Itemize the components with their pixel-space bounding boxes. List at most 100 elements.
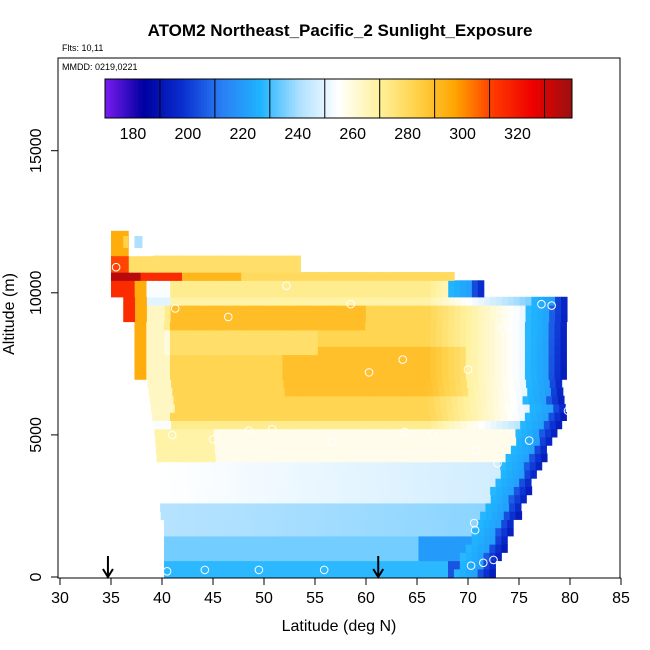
- heatmap-cell: [421, 395, 429, 405]
- colorbar-segment: [563, 79, 568, 118]
- heatmap-cell: [374, 395, 382, 405]
- heatmap-cell: [381, 403, 389, 413]
- heatmap-cell: [548, 370, 556, 380]
- heatmap-cell: [418, 354, 425, 364]
- heatmap-cell: [530, 346, 538, 356]
- heatmap-cell: [240, 329, 248, 339]
- heatmap-cell: [471, 329, 479, 339]
- heatmap-cell: [294, 313, 302, 323]
- heatmap-cell: [424, 288, 432, 298]
- heatmap-cell: [359, 313, 367, 323]
- heatmap-cell: [223, 362, 230, 372]
- heatmap-cell: [349, 502, 356, 512]
- heatmap-cell: [489, 544, 496, 553]
- heatmap-cell: [353, 544, 360, 553]
- heatmap-cell: [379, 387, 386, 397]
- heatmap-cell: [246, 346, 254, 356]
- heatmap-cell: [158, 313, 166, 323]
- heatmap-cell: [463, 395, 470, 405]
- heatmap-cell: [187, 412, 195, 421]
- heatmap-cell: [305, 469, 313, 479]
- heatmap-cell: [229, 362, 236, 372]
- heatmap-cell: [407, 494, 415, 504]
- heatmap-cell: [531, 379, 539, 389]
- heatmap-cell: [159, 420, 166, 430]
- heatmap-cell: [246, 519, 254, 529]
- colorbar-tick-label: 240: [284, 126, 311, 143]
- heatmap-cell: [347, 544, 354, 553]
- heatmap-cell: [483, 337, 491, 347]
- heatmap-cell: [406, 535, 414, 545]
- heatmap-cell: [262, 395, 269, 405]
- heatmap-cell: [426, 387, 434, 397]
- heatmap-cell: [517, 453, 524, 463]
- colorbar-segment: [261, 79, 265, 118]
- colorbar-segment: [382, 79, 386, 118]
- heatmap-cell: [465, 280, 473, 290]
- heatmap-cell: [152, 354, 159, 364]
- heatmap-cell: [264, 568, 272, 578]
- colorbar-segment: [124, 79, 128, 118]
- heatmap-cell: [477, 552, 485, 562]
- colorbar-tick-label: 300: [449, 126, 476, 143]
- y-tick-label: 10000: [28, 270, 45, 315]
- heatmap-cell: [366, 494, 374, 504]
- heatmap-cell: [243, 428, 250, 438]
- heatmap-cell: [134, 263, 142, 273]
- heatmap-cell: [377, 305, 385, 314]
- heatmap-cell: [217, 296, 225, 306]
- heatmap-cell: [122, 263, 130, 273]
- heatmap-cell: [263, 403, 270, 413]
- heatmap-cell: [135, 296, 142, 306]
- colorbar-segment: [272, 79, 276, 118]
- heatmap-cell: [227, 453, 234, 463]
- heatmap-cell: [335, 346, 343, 356]
- heatmap-cell: [304, 453, 311, 463]
- heatmap-cell: [331, 494, 338, 504]
- heatmap-cell: [365, 486, 373, 496]
- heatmap-cell: [311, 412, 319, 421]
- heatmap-cell: [291, 436, 298, 446]
- heatmap-cell: [205, 346, 212, 356]
- heatmap-cell: [399, 453, 406, 463]
- heatmap-cell: [495, 544, 502, 553]
- heatmap-cell: [175, 412, 183, 421]
- heatmap-cell: [359, 412, 366, 421]
- heatmap-cell: [259, 296, 266, 306]
- heatmap-cell: [152, 280, 159, 290]
- heatmap-cell: [459, 535, 467, 545]
- heatmap-cell: [317, 370, 325, 380]
- colorbar-segment: [456, 79, 460, 118]
- colorbar-segment: [209, 79, 213, 118]
- heatmap-cell: [524, 370, 532, 380]
- heatmap-cell: [484, 494, 492, 504]
- heatmap-cell: [246, 337, 254, 347]
- heatmap-cell: [490, 313, 497, 323]
- heatmap-cell: [514, 502, 522, 512]
- heatmap-cell: [257, 403, 265, 413]
- heatmap-cell: [270, 535, 278, 545]
- heatmap-cell: [491, 511, 499, 520]
- heatmap-cell: [390, 379, 397, 389]
- heatmap-cell: [401, 420, 409, 430]
- heatmap-cell: [192, 461, 200, 471]
- heatmap-cell: [184, 428, 191, 438]
- heatmap-cell: [388, 469, 395, 479]
- heatmap-cell: [278, 387, 286, 397]
- heatmap-cell: [158, 337, 165, 347]
- heatmap-cell: [513, 478, 520, 487]
- heatmap-cell: [377, 486, 385, 496]
- heatmap-cell: [332, 511, 339, 520]
- heatmap-cell: [327, 445, 334, 454]
- heatmap-cell: [300, 313, 308, 323]
- heatmap-cell: [235, 568, 242, 578]
- heatmap-cell: [134, 288, 142, 298]
- heatmap-cell: [240, 362, 248, 372]
- heatmap-cell: [187, 272, 195, 281]
- heatmap-cell: [546, 395, 553, 405]
- heatmap-cell: [295, 379, 302, 389]
- heatmap-cell: [252, 346, 260, 356]
- heatmap-cell: [134, 272, 142, 281]
- heatmap-cell: [430, 305, 438, 314]
- heatmap-cell: [407, 296, 414, 306]
